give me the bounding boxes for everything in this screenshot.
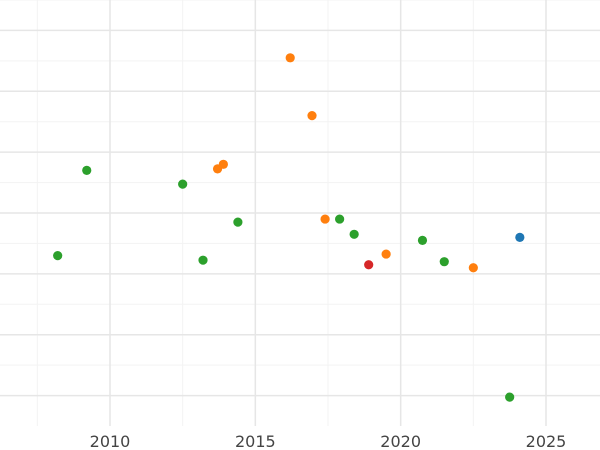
major-gridlines [0,0,600,426]
data-point [364,260,374,270]
data-point [381,249,391,259]
data-point [307,111,317,121]
x-tick-label: 2010 [90,432,131,450]
x-tick-label: 2020 [380,432,421,450]
data-point [320,214,330,224]
data-point [233,217,243,227]
data-point [335,214,345,224]
data-points [53,53,525,402]
data-point [53,251,63,261]
x-tick-label: 2025 [526,432,567,450]
data-point [505,392,515,402]
minor-gridlines [0,0,600,426]
x-axis-tick-labels: 2010 2015 2020 2025 [90,432,567,450]
data-point [439,257,449,267]
data-point [82,165,92,175]
x-tick-label: 2015 [235,432,276,450]
data-point [285,53,295,63]
data-point [349,229,359,239]
data-point [178,179,188,189]
data-point [198,255,208,265]
data-point [515,232,525,242]
data-point [468,263,478,273]
data-point [218,159,228,169]
data-point [417,235,428,245]
